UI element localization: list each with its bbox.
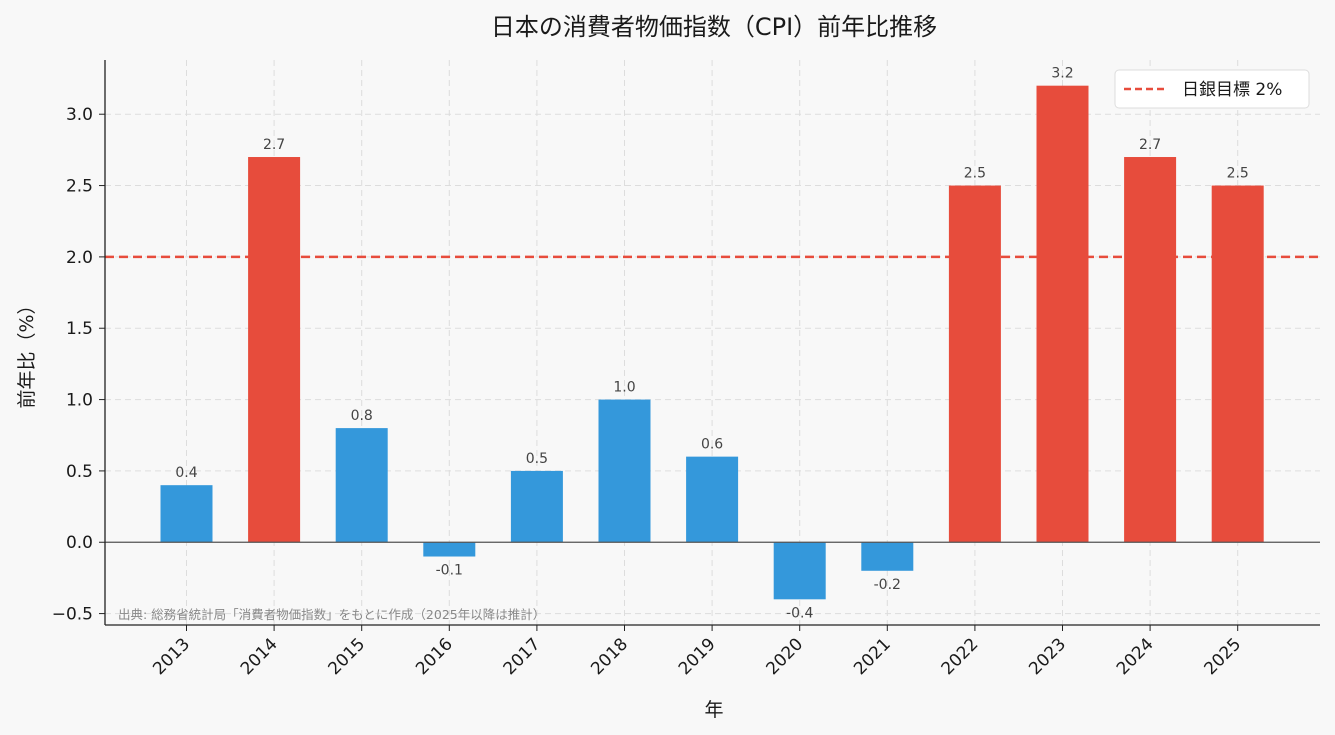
bar xyxy=(1211,185,1264,543)
bar xyxy=(510,470,563,543)
y-tick-label: 1.0 xyxy=(66,391,93,411)
legend-label-target: 日銀目標 2% xyxy=(1182,80,1282,100)
bar xyxy=(773,542,826,600)
y-tick-label: 1.5 xyxy=(66,319,93,339)
data-label: -0.2 xyxy=(874,577,901,593)
data-label: -0.4 xyxy=(786,605,813,621)
data-label: 0.8 xyxy=(351,408,373,424)
bars xyxy=(160,85,1264,600)
y-tick-label: −0.5 xyxy=(52,605,93,625)
data-label: 2.5 xyxy=(1227,166,1249,182)
bar xyxy=(160,485,213,543)
bar xyxy=(423,542,476,557)
y-tick-label: 3.0 xyxy=(66,105,93,125)
bar xyxy=(861,542,914,571)
bar xyxy=(1036,85,1089,543)
bar xyxy=(598,399,651,543)
data-label: 2.7 xyxy=(263,137,285,153)
data-label: 2.7 xyxy=(1139,137,1161,153)
data-label: 0.4 xyxy=(175,465,197,481)
data-label: -0.1 xyxy=(436,563,463,579)
data-label: 3.2 xyxy=(1051,66,1073,82)
data-label: 1.0 xyxy=(613,380,635,396)
y-tick-label: 2.0 xyxy=(66,248,93,268)
bar xyxy=(948,185,1001,543)
source-note: 出典: 総務省統計局「消費者物価指数」をもとに作成（2025年以降は推計） xyxy=(118,607,545,622)
y-tick-label: 0.0 xyxy=(66,533,93,553)
chart-title: 日本の消費者物価指数（CPI）前年比推移 xyxy=(491,13,937,41)
x-axis-label: 年 xyxy=(704,699,723,721)
data-label: 0.6 xyxy=(701,437,723,453)
bar xyxy=(335,428,388,543)
data-label: 2.5 xyxy=(964,166,986,182)
bar xyxy=(248,157,301,543)
legend-box xyxy=(1114,69,1310,109)
y-axis-label: 前年比（%） xyxy=(16,295,38,408)
data-labels: 0.4 2.7 0.8 -0.1 0.5 1.0 0.6 -0.4 -0.2 2.5 3.2 2.7 2… xyxy=(175,66,1248,622)
bar xyxy=(1124,157,1177,543)
bar xyxy=(686,456,739,543)
legend: 日銀目標 2% xyxy=(1114,69,1310,109)
data-label: 0.5 xyxy=(526,451,548,467)
y-tick-label: 0.5 xyxy=(66,462,93,482)
y-tick-label: 2.5 xyxy=(66,177,93,197)
